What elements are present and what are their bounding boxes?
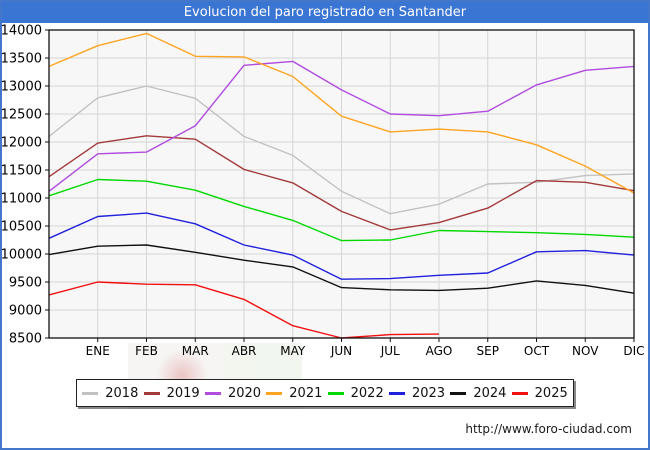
x-tick-label: DIC xyxy=(623,344,644,358)
x-tick-label: NOV xyxy=(572,344,599,358)
y-tick-label: 8500 xyxy=(9,332,42,347)
legend-swatch xyxy=(204,391,221,395)
y-tick-label: 9000 xyxy=(9,304,42,319)
y-tick-label: 11500 xyxy=(1,164,42,179)
legend-swatch xyxy=(266,391,283,395)
x-tick-label: FEB xyxy=(135,344,158,358)
legend-swatch xyxy=(82,391,99,395)
x-tick-label: ABR xyxy=(232,344,257,358)
legend-item-2023: 2023 xyxy=(388,385,446,401)
series-line-2025 xyxy=(48,281,440,339)
legend-label: 2019 xyxy=(166,385,200,401)
series-line-2021 xyxy=(48,32,635,194)
legend-item-2019: 2019 xyxy=(143,385,200,401)
series-line-2024 xyxy=(48,244,635,294)
y-tick-label: 9500 xyxy=(9,276,42,291)
series-line-2022 xyxy=(48,178,635,242)
x-tick-label: AGO xyxy=(426,344,453,358)
series-line-2019 xyxy=(48,135,635,231)
x-tick-label: SEP xyxy=(477,344,499,358)
x-tick-label: MAR xyxy=(182,344,209,358)
series-line-2023 xyxy=(48,212,635,280)
legend-label: 2024 xyxy=(473,385,507,401)
y-tick-label: 12500 xyxy=(1,108,42,123)
legend-item-2022: 2022 xyxy=(327,385,384,401)
y-tick-label: 14000 xyxy=(1,24,42,39)
y-tick-label: 10500 xyxy=(1,220,42,235)
chart-legend: 2018 2019 2020 2021 2022 2023 2024 2025 xyxy=(76,379,574,407)
legend-swatch xyxy=(450,391,467,395)
legend-item-2020: 2020 xyxy=(204,385,262,401)
title-bar: Evolucion del paro registrado en Santand… xyxy=(2,2,648,23)
legend-label: 2018 xyxy=(105,385,139,401)
footer-url: http://www.foro-ciudad.com xyxy=(465,422,632,436)
legend-label: 2022 xyxy=(350,385,384,401)
x-tick-label: JUN xyxy=(330,344,352,358)
y-tick-label: 11000 xyxy=(1,192,42,207)
x-tick-label: JUL xyxy=(380,344,400,358)
legend-label: 2023 xyxy=(411,385,446,401)
legend-item-2021: 2021 xyxy=(266,386,322,401)
y-tick-label: 10000 xyxy=(1,248,42,263)
series-line-2020 xyxy=(48,60,635,192)
legend-item-2018: 2018 xyxy=(82,386,138,401)
legend-swatch xyxy=(511,391,528,395)
legend-item-2024: 2024 xyxy=(450,386,506,401)
page-title: Evolucion del paro registrado en Santand… xyxy=(183,5,467,20)
legend-swatch xyxy=(327,391,344,395)
legend-label: 2020 xyxy=(227,385,262,401)
legend-swatch xyxy=(388,391,405,395)
legend-label: 2021 xyxy=(289,385,323,401)
legend-swatch xyxy=(143,391,160,395)
y-tick-label: 13000 xyxy=(1,80,42,95)
x-tick-label: OCT xyxy=(524,344,550,358)
y-tick-label: 12000 xyxy=(1,136,42,151)
x-tick-label: MAY xyxy=(280,344,306,358)
legend-item-2025: 2025 xyxy=(511,385,568,401)
x-tick-label: ENE xyxy=(86,344,110,358)
legend-label: 2025 xyxy=(534,385,568,401)
series-line-2018 xyxy=(48,85,635,215)
y-tick-label: 13500 xyxy=(1,52,42,67)
